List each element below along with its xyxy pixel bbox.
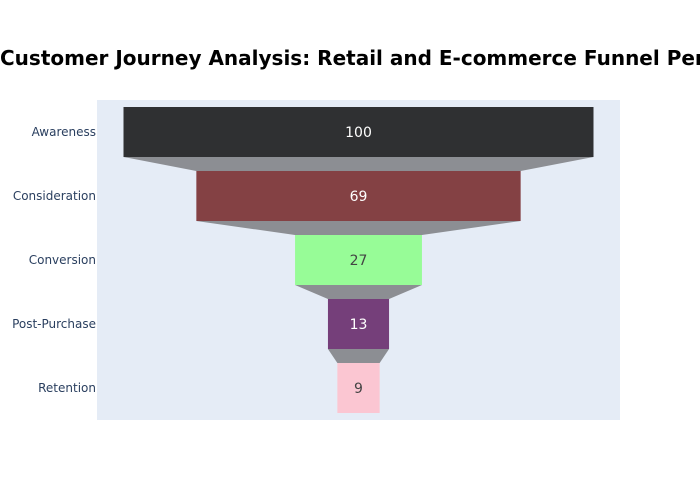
chart-title: Customer Journey Analysis: Retail and E-… (0, 46, 700, 70)
funnel-stage-labels: Awareness Consideration Conversion Post-Pur… (12, 125, 96, 395)
bar-conversion[interactable] (295, 235, 422, 285)
funnel-connectors (123, 157, 594, 363)
connector-awareness (123, 157, 594, 171)
bar-retention[interactable] (337, 363, 380, 413)
value-label-post-purchase: 13 (350, 317, 368, 333)
value-label-awareness: 100 (345, 125, 372, 141)
value-label-conversion: 27 (350, 253, 368, 269)
funnel-bars (123, 107, 594, 413)
connector-conversion (295, 285, 422, 299)
connector-consideration (196, 221, 521, 235)
bar-awareness[interactable] (123, 107, 594, 157)
stage-label-retention: Retention (38, 381, 96, 395)
connector-post-purchase (327, 349, 390, 363)
stage-label-consideration: Consideration (13, 189, 96, 203)
bar-consideration[interactable] (196, 171, 521, 221)
stage-label-awareness: Awareness (32, 125, 96, 139)
value-label-consideration: 69 (350, 189, 368, 205)
funnel-value-labels: 100 69 27 13 9 (345, 125, 372, 397)
bar-post-purchase[interactable] (327, 299, 390, 349)
stage-label-conversion: Conversion (29, 253, 96, 267)
stage-label-post-purchase: Post-Purchase (12, 317, 96, 331)
value-label-retention: 9 (354, 381, 363, 397)
